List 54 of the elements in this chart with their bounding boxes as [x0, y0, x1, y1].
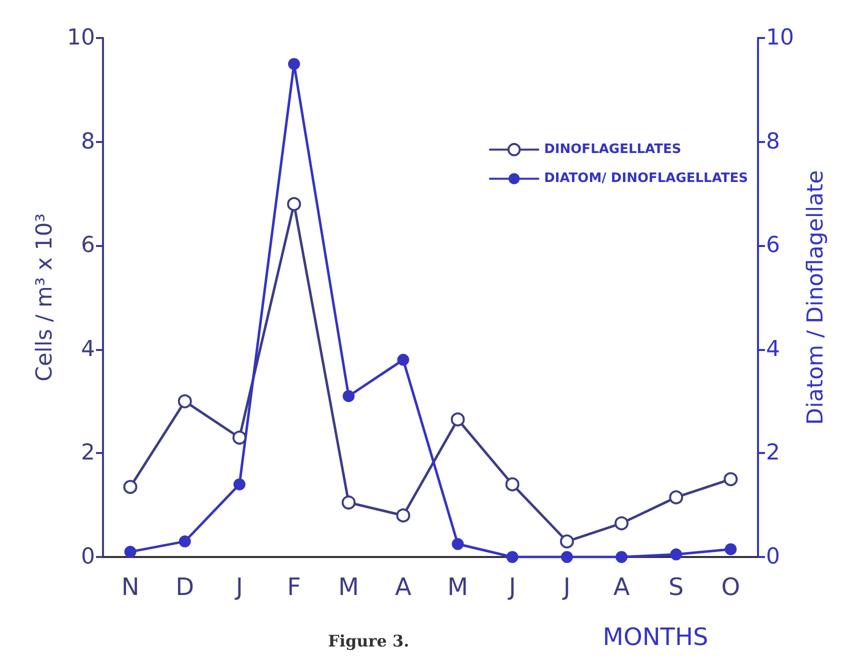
y-tick-label: 8 — [81, 129, 95, 154]
y-tick-label: 10 — [67, 26, 95, 50]
legend-label: DINOFLAGELLATES — [544, 142, 682, 158]
y2-axis-title: Diatom / Dinoflagellate — [803, 170, 828, 425]
x-tick-label: S — [668, 573, 684, 601]
point — [452, 538, 464, 550]
point — [178, 535, 191, 548]
y2-tick-label: 4 — [766, 336, 780, 362]
point — [616, 551, 628, 563]
y-axis-title: Cells / m³ x 10³ — [32, 213, 58, 382]
point — [342, 390, 355, 402]
x-tick-label: M — [338, 573, 359, 601]
x-tick-label: O — [721, 573, 740, 601]
y2-tick-label: 10 — [766, 26, 794, 50]
point — [505, 477, 520, 492]
y-tick-label: 4 — [81, 336, 95, 362]
point — [614, 516, 629, 530]
x-axis-title: MONTHS — [602, 623, 708, 651]
point — [669, 490, 684, 504]
x-tick-label: N — [121, 573, 140, 601]
y2-tick-label: 2 — [766, 440, 780, 466]
y2-tick-label: 6 — [766, 233, 780, 258]
y-tick-label: 6 — [81, 233, 95, 258]
x-tick-label: J — [506, 573, 516, 601]
point — [178, 394, 192, 408]
point — [724, 472, 738, 486]
point — [560, 551, 573, 563]
x-tick-label: M — [447, 573, 468, 601]
point — [396, 508, 410, 522]
point — [342, 496, 356, 510]
point — [288, 58, 300, 70]
point — [124, 546, 136, 558]
caption: Figure 3. — [328, 632, 410, 650]
x-tick-label: D — [176, 573, 194, 601]
point — [397, 354, 410, 366]
point — [670, 548, 682, 560]
point — [233, 478, 246, 490]
x-tick-label: A — [613, 573, 630, 601]
point — [506, 551, 518, 563]
point — [450, 412, 465, 426]
x-tick-label: A — [394, 573, 412, 601]
x-tick-label: J — [234, 573, 243, 601]
point — [560, 534, 574, 548]
x-tick-label: J — [561, 573, 570, 601]
point — [232, 430, 246, 445]
y-tick-label: 0 — [81, 544, 95, 570]
y-tick-label: 2 — [81, 440, 95, 466]
y2-tick-label: 0 — [766, 544, 780, 570]
legend-label: DIATOM/ DINOFLAGELLATES — [544, 171, 748, 186]
point — [123, 480, 138, 494]
point — [724, 543, 737, 556]
y2-tick-label: 8 — [766, 129, 780, 154]
point — [287, 197, 302, 212]
x-tick-label: F — [287, 573, 301, 601]
